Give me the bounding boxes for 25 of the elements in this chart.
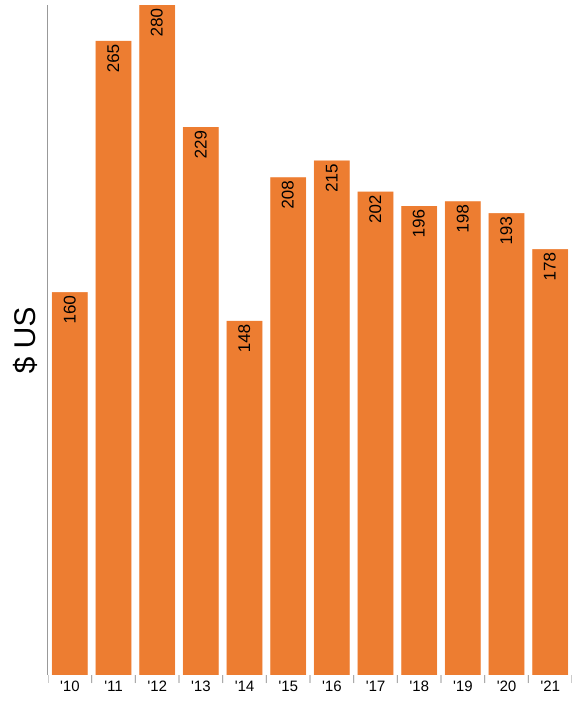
data-label: 280 <box>148 8 167 36</box>
x-tick-label: '14 <box>234 678 254 695</box>
x-tick-label: '21 <box>540 678 560 695</box>
data-label: 229 <box>191 130 210 158</box>
x-tick-label: '20 <box>496 678 516 695</box>
data-label: 215 <box>322 164 342 192</box>
x-tick-label: '12 <box>147 678 167 695</box>
x-tick-label: '11 <box>104 678 123 695</box>
data-label: 193 <box>497 216 516 245</box>
data-label: 148 <box>235 324 254 352</box>
data-label: 198 <box>453 204 472 233</box>
y-axis-title: $ US <box>9 306 42 374</box>
x-tick-label: '18 <box>409 678 429 695</box>
x-tick-label: '17 <box>366 678 386 695</box>
x-tick-label: '10 <box>60 678 80 695</box>
x-tick-label: '13 <box>191 678 211 695</box>
data-label: 202 <box>366 194 385 224</box>
data-label: 265 <box>104 44 123 72</box>
x-tick-label: '16 <box>322 678 342 695</box>
data-label: 178 <box>540 252 560 280</box>
data-label: 160 <box>60 295 80 324</box>
data-label: 208 <box>278 180 298 209</box>
x-tick-label: '19 <box>453 678 473 695</box>
data-label: 196 <box>410 209 429 238</box>
x-tick-label: '15 <box>278 678 298 695</box>
